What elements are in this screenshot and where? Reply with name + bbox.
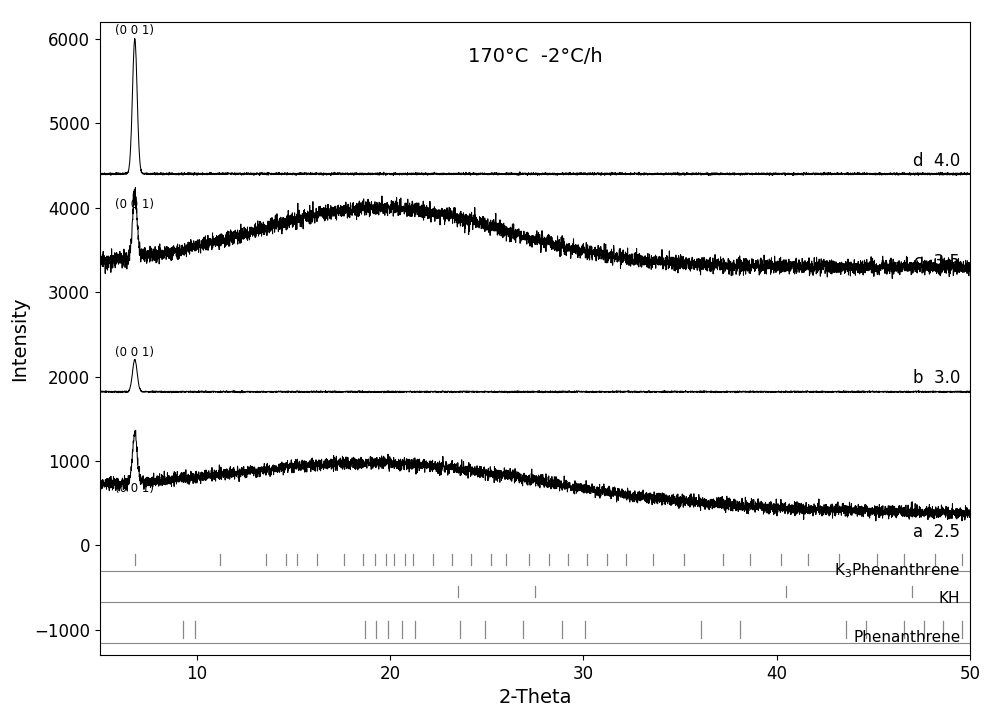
Text: KH: KH xyxy=(939,591,960,606)
Text: (0 0 1): (0 0 1) xyxy=(115,346,154,359)
Text: a  2.5: a 2.5 xyxy=(913,523,960,541)
Text: 170°C  -2°C/h: 170°C -2°C/h xyxy=(468,47,602,66)
Text: (0 0 1): (0 0 1) xyxy=(115,24,154,37)
X-axis label: 2-Theta: 2-Theta xyxy=(498,689,572,708)
Text: (0 0 1): (0 0 1) xyxy=(115,198,154,211)
Text: b  3.0: b 3.0 xyxy=(913,370,960,387)
Text: K$_3$Phenanthrene: K$_3$Phenanthrene xyxy=(834,561,960,580)
Text: (0 0 1): (0 0 1) xyxy=(115,482,154,495)
Text: Phenanthrene: Phenanthrene xyxy=(853,630,960,645)
Text: c  3.5: c 3.5 xyxy=(914,253,960,271)
Y-axis label: Intensity: Intensity xyxy=(10,296,29,381)
Text: d  4.0: d 4.0 xyxy=(913,151,960,170)
